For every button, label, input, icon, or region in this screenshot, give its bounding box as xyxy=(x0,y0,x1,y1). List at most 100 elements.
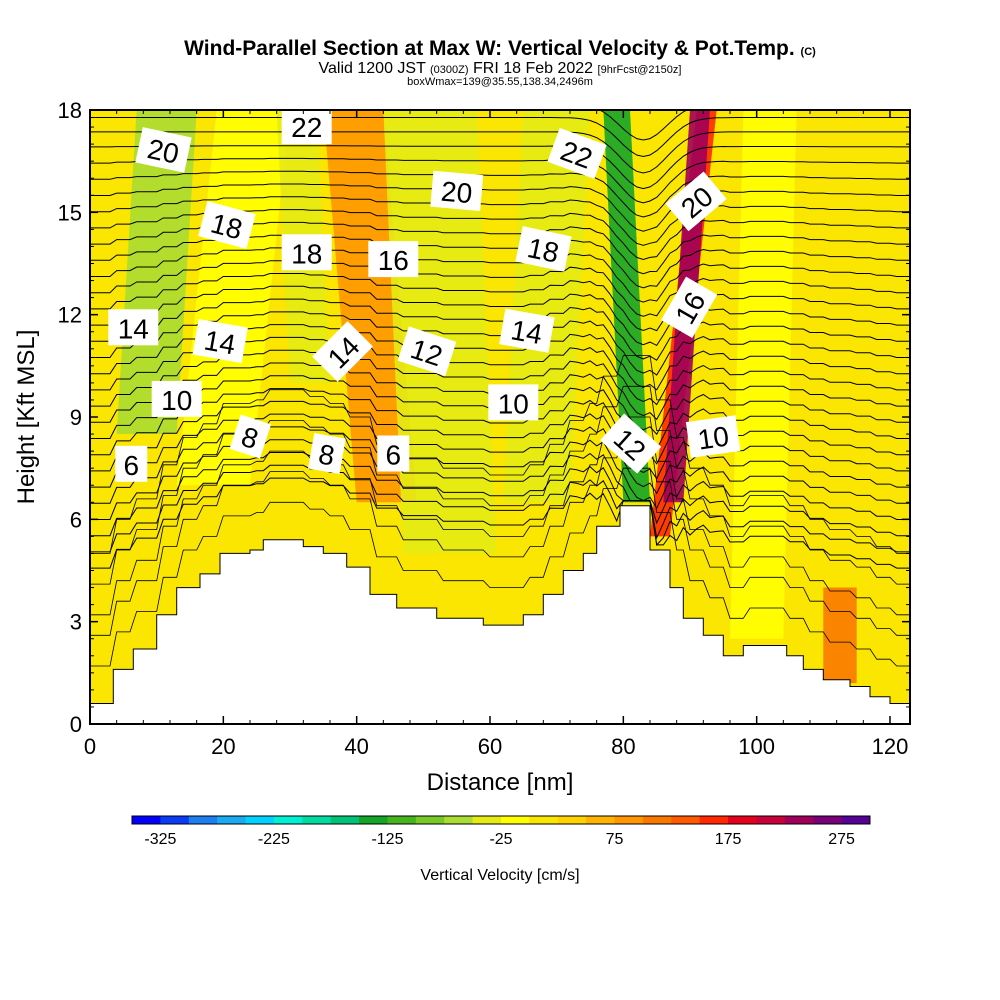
contour-label: 10 xyxy=(685,415,741,458)
colorbar-swatch xyxy=(642,816,672,824)
contour-label-box xyxy=(151,380,202,417)
x-axis-title: Distance [nm] xyxy=(427,769,574,796)
colorbar-swatch xyxy=(586,816,616,824)
contour-label: 18 xyxy=(281,234,332,271)
x-tick-label: 40 xyxy=(344,734,368,759)
y-tick-label: 0 xyxy=(70,712,82,737)
contour-label-box xyxy=(661,276,718,338)
colorbar-swatch xyxy=(302,816,332,824)
colorbar-swatch xyxy=(387,816,417,824)
y-tick-label: 12 xyxy=(58,303,82,328)
isentrope-line xyxy=(90,117,910,158)
isentrope-line xyxy=(90,467,910,667)
valid-utc: (0300Z) xyxy=(430,64,469,76)
colorbar-frame xyxy=(131,815,871,825)
contour-label-text: 14 xyxy=(509,314,545,350)
colorbar-swatch xyxy=(784,816,814,824)
x-tick-label: 60 xyxy=(478,734,502,759)
isentrope-line xyxy=(90,273,910,332)
contour-label: 12 xyxy=(397,326,457,377)
contour-label-text: 20 xyxy=(145,133,182,170)
colorbar-tick-label: 275 xyxy=(828,831,855,848)
colorbar-tick-label: -25 xyxy=(489,831,512,848)
isentrope-line xyxy=(90,170,910,218)
contour-label-box xyxy=(312,321,373,382)
contour-label-text: 14 xyxy=(202,325,238,361)
y-tick-label: 9 xyxy=(70,405,82,430)
velocity-band-0 xyxy=(116,110,197,435)
copyright-mark: (C) xyxy=(800,46,816,58)
x-tick-label: 100 xyxy=(738,734,775,759)
contour-label-box xyxy=(281,234,332,271)
contour-label: 16 xyxy=(661,276,718,338)
colorbar-swatch xyxy=(529,816,559,824)
contour-label-text: 22 xyxy=(291,112,322,143)
contour-label-box xyxy=(368,241,419,278)
terrain-profile xyxy=(90,505,910,724)
y-tick-label: 6 xyxy=(70,507,82,532)
x-tick-label: 0 xyxy=(84,734,96,759)
isentrope-line xyxy=(90,388,910,465)
isentrope-line xyxy=(90,183,910,232)
colorbar-swatch xyxy=(813,816,843,824)
chart-title: Wind-Parallel Section at Max W: Vertical… xyxy=(0,37,1000,61)
contour-label-box xyxy=(547,127,607,179)
contour-label: 14 xyxy=(499,308,555,353)
isentrope-line xyxy=(90,285,910,347)
colorbar-swatch xyxy=(273,816,303,824)
colorbar-swatch xyxy=(188,816,218,824)
colorbar-swatch xyxy=(699,816,729,824)
contour-label: 14 xyxy=(108,309,159,346)
contour-label-text: 10 xyxy=(498,388,529,419)
colorbar-swatch xyxy=(728,816,757,824)
colorbar: -325 -225 -125 -25 75 175 275 xyxy=(131,815,871,848)
terrain xyxy=(90,505,910,724)
contour-label-text: 16 xyxy=(378,245,409,276)
isentrope-line xyxy=(90,437,910,636)
colorbar-swatch xyxy=(245,816,275,824)
colorbar-tick-label: -125 xyxy=(371,831,403,848)
forecast-info: [9hrFcst@2150z] xyxy=(597,64,682,76)
contour-label: 10 xyxy=(488,384,539,421)
contour-label: 8 xyxy=(307,433,346,475)
contour-label-text: 6 xyxy=(124,450,140,481)
isentrope-line xyxy=(90,196,910,246)
contour-label: 10 xyxy=(151,380,202,417)
contour-label-text: 6 xyxy=(386,440,402,471)
colorbar-swatch xyxy=(614,816,644,824)
contour-label-box xyxy=(108,309,159,346)
contour-label: 22 xyxy=(281,110,332,145)
isentrope-line xyxy=(90,131,910,174)
colorbar-swatch xyxy=(557,816,587,824)
contour-label-box xyxy=(229,414,272,459)
contour-label-box xyxy=(600,413,662,474)
y-tick-label: 15 xyxy=(58,200,82,225)
colorbar-swatch xyxy=(330,816,360,824)
contour-label: 6 xyxy=(377,435,410,472)
colorbar-title: Vertical Velocity [cm/s] xyxy=(420,867,579,884)
isentrope-line xyxy=(90,400,910,480)
valid-time-line: Valid 1200 JST (0300Z) FRI 18 Feb 2022 [… xyxy=(0,60,1000,78)
contour-label-box xyxy=(377,435,410,472)
axes: 0 20 40 60 80 100 120 0 3 6 9 12 15 18 xyxy=(58,98,910,759)
y-tick-label: 18 xyxy=(58,98,82,123)
colorbar-swatch xyxy=(359,816,388,824)
x-tick-label: 120 xyxy=(872,734,909,759)
contour-label-box xyxy=(685,415,741,458)
colorbar-swatch xyxy=(132,816,161,824)
contour-label-text: 10 xyxy=(161,385,192,416)
x-tick-label: 80 xyxy=(611,734,635,759)
y-tick-label: 3 xyxy=(70,610,82,635)
colorbar-swatch xyxy=(472,816,502,824)
velocity-band-10 xyxy=(823,587,857,684)
contour-label-box xyxy=(307,433,346,475)
isentrope-line xyxy=(90,452,910,540)
contour-label-text: 18 xyxy=(525,232,562,269)
contour-label-box xyxy=(488,384,539,421)
isentrope-line xyxy=(90,355,910,554)
colorbar-swatch xyxy=(671,816,701,824)
colorbar-tick-label: -325 xyxy=(144,831,176,848)
colorbar-swatch xyxy=(756,816,786,824)
